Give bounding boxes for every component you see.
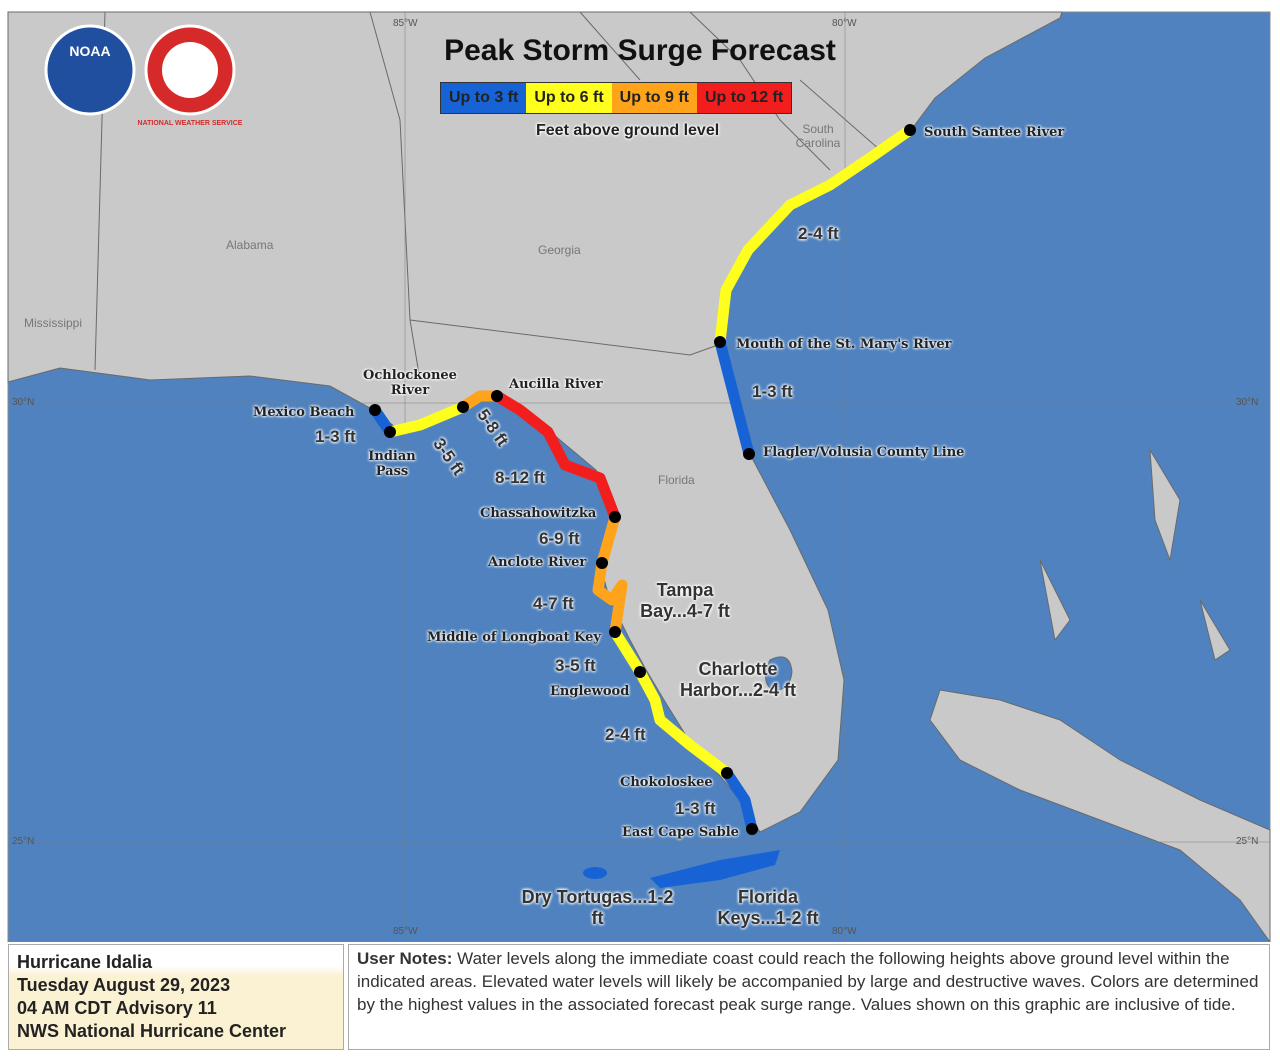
storm-name: Hurricane Idalia <box>17 952 153 972</box>
cuba <box>929 689 1271 942</box>
location-label: Flagler/Volusia County Line <box>763 445 965 460</box>
state-label: South Carolina <box>795 122 841 150</box>
surge-label: 2-4 ft <box>605 725 646 744</box>
surge-label: 1-3 ft <box>315 427 356 446</box>
legend-item: Up to 9 ft <box>611 83 697 113</box>
grid-label: 85°W <box>393 926 418 937</box>
location-label: Aucilla River <box>509 377 603 392</box>
nws-logo: NATIONAL WEATHER SERVICE <box>138 24 243 127</box>
area-label: Dry Tortugas...1-2 ft <box>521 887 674 928</box>
info-panel: Hurricane Idalia Tuesday August 29, 2023… <box>8 944 344 1050</box>
lake-okeechobee <box>765 656 793 691</box>
location-label: Chassahowitzka <box>480 506 597 521</box>
location-label: Chokoloskee <box>620 775 713 790</box>
surge-label: 2-4 ft <box>798 224 839 243</box>
user-notes: User Notes: Water levels along the immed… <box>348 944 1270 1050</box>
grid-label: 80°W <box>832 18 857 29</box>
location-label: Middle of Longboat Key <box>427 630 601 645</box>
surge-label: 1-3 ft <box>752 382 793 401</box>
legend-caption: Feet above ground level <box>536 122 720 139</box>
title: Peak Storm Surge Forecast <box>444 34 836 67</box>
location-label: Englewood <box>550 684 630 699</box>
surge-label: 4-7 ft <box>533 594 574 613</box>
state-label: Alabama <box>226 238 274 252</box>
grid-label: 85°W <box>393 18 418 29</box>
location-dots <box>369 124 916 835</box>
location-label: Indian Pass <box>368 449 416 479</box>
surge-label: 6-9 ft <box>539 529 580 548</box>
surge-label: 3-5 ft <box>555 656 596 675</box>
location-label: Mexico Beach <box>253 405 355 420</box>
area-label: Charlotte Harbor...2-4 ft <box>679 659 797 700</box>
location-label: Mouth of the St. Mary's River <box>736 337 952 352</box>
legend-item: Up to 12 ft <box>696 83 792 113</box>
map: NOAA NATIONAL WEATHER SERVICE Peak Storm… <box>7 11 1271 942</box>
notes-heading: User Notes: <box>357 949 453 968</box>
grid-label: 25°N <box>12 836 35 847</box>
legend-item: Up to 6 ft <box>526 83 612 113</box>
noaa-logo: NOAA <box>44 24 136 116</box>
advisory: 04 AM CDT Advisory 11 <box>17 998 217 1018</box>
center: NWS National Hurricane Center <box>17 1021 287 1041</box>
grid-label: 25°N <box>1236 836 1259 847</box>
date: Tuesday August 29, 2023 <box>17 975 231 995</box>
grid-label: 30°N <box>1236 397 1259 408</box>
nws-text: NATIONAL WEATHER SERVICE <box>138 120 243 127</box>
location-label: East Cape Sable <box>622 825 739 840</box>
area-label: Florida Keys...1-2 ft <box>717 887 819 928</box>
grid-label: 80°W <box>832 926 857 937</box>
location-label: Anclote River <box>488 555 587 570</box>
location-label: South Santee River <box>924 125 1065 140</box>
legend: Up to 3 ft Up to 6 ft Up to 9 ft Up to 12 f… <box>440 82 793 114</box>
surge-label: 8-12 ft <box>495 468 546 487</box>
graticule <box>8 12 1270 942</box>
surge-label: 1-3 ft <box>675 799 716 818</box>
bahamas <box>1039 449 1231 661</box>
area-label: Tampa Bay...4-7 ft <box>640 580 730 621</box>
grid-label: 30°N <box>12 397 35 408</box>
location-label: Ochlockonee River <box>363 368 457 398</box>
legend-item: Up to 3 ft <box>441 83 527 113</box>
state-label: Mississippi <box>24 316 83 330</box>
notes-text: Water levels along the immediate coast c… <box>357 949 1259 1014</box>
state-label: Georgia <box>538 243 581 257</box>
state-label: Florida <box>658 473 695 487</box>
noaa-text: NOAA <box>69 43 110 59</box>
